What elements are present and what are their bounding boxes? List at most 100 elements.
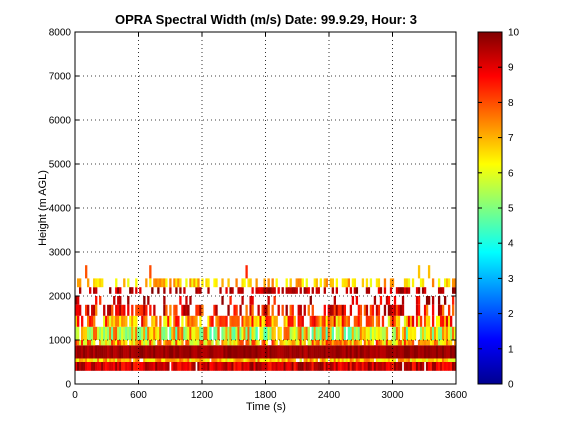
- heatmap-cell: [183, 304, 186, 316]
- heatmap-cell: [369, 304, 373, 316]
- heatmap-cell: [101, 326, 104, 340]
- heatmap-cell: [351, 340, 355, 346]
- heatmap-cell: [311, 362, 314, 371]
- heatmap-cell: [99, 358, 102, 362]
- heatmap-cell: [77, 358, 80, 362]
- colorbar-tick-label: 6: [508, 168, 514, 179]
- heatmap-cell: [251, 358, 254, 362]
- heatmap-cell: [343, 345, 347, 359]
- heatmap-cell: [117, 340, 120, 346]
- heatmap-cell: [293, 326, 296, 340]
- heatmap-cell: [257, 304, 260, 316]
- heatmap-cell: [215, 326, 218, 340]
- heatmap-cell: [121, 362, 124, 371]
- heatmap-cell: [185, 315, 188, 327]
- heatmap-cell: [437, 340, 441, 346]
- heatmap-cell: [317, 287, 320, 294]
- heatmap-cell: [395, 304, 399, 316]
- heatmap-cell: [85, 304, 88, 316]
- heatmap-cell: [407, 287, 411, 294]
- heatmap-cell: [347, 358, 351, 362]
- heatmap-cell: [149, 340, 152, 346]
- heatmap-cell: [115, 278, 118, 288]
- heatmap-cell: [269, 326, 272, 340]
- heatmap-cell: [427, 340, 431, 346]
- heatmap-cell: [139, 326, 142, 340]
- heatmap-cell: [377, 340, 381, 346]
- heatmap-cell: [291, 287, 294, 294]
- heatmap-cell: [119, 326, 122, 340]
- heatmap-cell: [267, 296, 270, 305]
- heatmap-cell: [409, 326, 413, 340]
- heatmap-cell: [245, 304, 248, 316]
- heatmap-cell: [423, 287, 427, 294]
- heatmap-cell: [225, 358, 228, 362]
- heatmap-cell: [221, 315, 224, 327]
- heatmap-cell: [203, 362, 206, 371]
- heatmap-cell: [429, 326, 433, 340]
- heatmap-cell: [145, 278, 148, 288]
- heatmap-cell: [319, 358, 322, 362]
- heatmap-cell: [301, 340, 304, 346]
- heatmap-cell: [151, 340, 154, 346]
- heatmap-cell: [349, 304, 353, 316]
- heatmap-cell: [371, 304, 375, 316]
- heatmap-cell: [129, 340, 132, 346]
- heatmap-cell: [323, 278, 326, 288]
- heatmap-cell: [349, 362, 353, 371]
- heatmap-cell: [97, 278, 100, 288]
- heatmap-cell: [89, 326, 92, 340]
- heatmap-cell: [201, 362, 204, 371]
- heatmap-cell: [311, 340, 314, 346]
- heatmap-cell: [99, 278, 102, 288]
- heatmap-cell: [419, 315, 423, 327]
- heatmap-cell: [177, 362, 180, 371]
- heatmap-cell: [279, 362, 282, 371]
- heatmap-cell: [95, 326, 98, 340]
- heatmap-cell: [355, 358, 359, 362]
- heatmap-cell: [165, 278, 168, 288]
- heatmap-cell: [221, 296, 224, 305]
- heatmap-cell: [341, 358, 345, 362]
- heatmap-cell: [157, 362, 160, 371]
- heatmap-cell: [325, 345, 328, 359]
- heatmap-cell: [163, 315, 166, 327]
- heatmap-cell: [189, 278, 192, 288]
- heatmap-cell: [391, 358, 395, 362]
- heatmap-cell: [339, 304, 342, 316]
- heatmap-cell: [99, 326, 102, 340]
- heatmap-cell: [377, 345, 381, 359]
- heatmap-cell: [387, 304, 391, 316]
- heatmap-cell: [169, 304, 172, 316]
- heatmap-cell: [163, 287, 166, 294]
- heatmap-cell: [211, 358, 214, 362]
- heatmap-cell: [331, 340, 334, 346]
- heatmap-cell: [221, 345, 224, 359]
- heatmap-cell: [343, 358, 347, 362]
- heatmap-cell: [365, 340, 369, 346]
- heatmap-cell: [403, 362, 407, 371]
- heatmap-cell: [447, 326, 451, 340]
- heatmap-cell: [253, 358, 256, 362]
- heatmap-cell: [327, 326, 330, 340]
- heatmap-cell: [291, 315, 294, 327]
- heatmap-cell: [251, 287, 254, 294]
- heatmap-cell: [345, 362, 349, 371]
- heatmap-cell: [343, 304, 347, 316]
- heatmap-cell: [399, 362, 403, 371]
- heatmap-cell: [251, 326, 254, 340]
- heatmap-cell: [357, 340, 361, 346]
- heatmap-cell: [113, 296, 116, 305]
- heatmap-cell: [395, 315, 399, 327]
- heatmap-cell: [399, 358, 403, 362]
- heatmap-cell: [281, 304, 284, 316]
- heatmap-cell: [405, 326, 409, 340]
- heatmap-cell: [173, 340, 176, 346]
- heatmap-cell: [423, 340, 427, 346]
- heatmap-cell: [247, 340, 250, 346]
- heatmap-cell: [363, 340, 367, 346]
- heatmap-cell: [185, 345, 188, 359]
- heatmap-cell: [445, 340, 449, 346]
- heatmap-cell: [169, 278, 172, 288]
- colorbar-ticks: 0 1 2 3 4 5 6 7 8 9 10: [478, 28, 520, 391]
